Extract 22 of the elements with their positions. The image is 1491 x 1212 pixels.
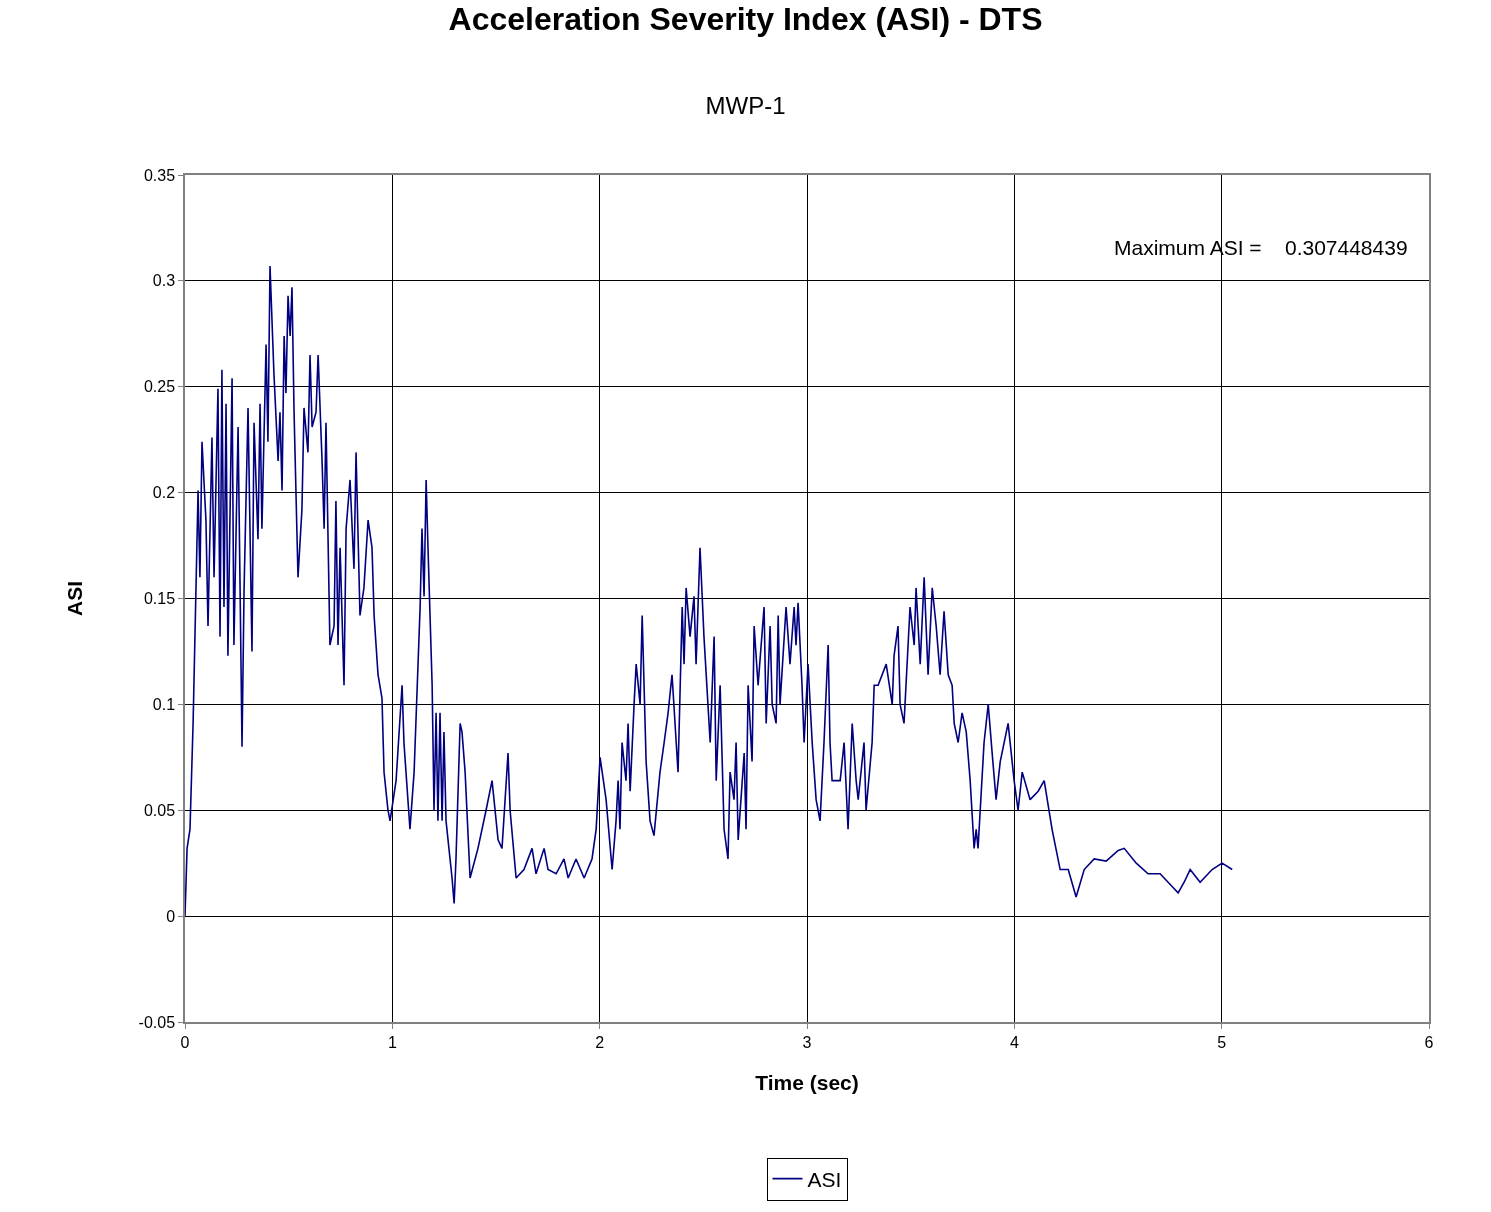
line-series	[185, 265, 1234, 917]
y-tick-label: 0.1	[152, 695, 176, 713]
y-tick-label: 0.35	[143, 166, 176, 184]
x-tick-label: 4	[1009, 1033, 1019, 1051]
y-tick-label: -0.05	[138, 1013, 176, 1031]
y-tick-label: 0.3	[152, 272, 176, 290]
y-axis-title: ASI	[63, 580, 87, 617]
y-tick-label: 0	[166, 907, 176, 925]
legend-label: ASI	[807, 1167, 842, 1191]
x-tick-label: 6	[1424, 1033, 1434, 1051]
x-tick-label: 5	[1217, 1033, 1227, 1051]
y-tick-label: 0.05	[143, 801, 176, 819]
chart-subtitle: MWP-1	[705, 91, 786, 119]
x-tick-label: 3	[802, 1033, 812, 1051]
x-tick-label: 0	[180, 1033, 190, 1051]
x-axis-title: Time (sec)	[755, 1070, 859, 1094]
y-tick-label: 0.2	[152, 484, 176, 502]
x-tick-label: 1	[387, 1033, 397, 1051]
x-tick-label: 2	[595, 1033, 605, 1051]
y-tick-label: 0.25	[143, 378, 176, 396]
chart-title: Acceleration Severity Index (ASI) - DTS	[448, 1, 1043, 38]
y-tick-label: 0.15	[143, 590, 176, 608]
